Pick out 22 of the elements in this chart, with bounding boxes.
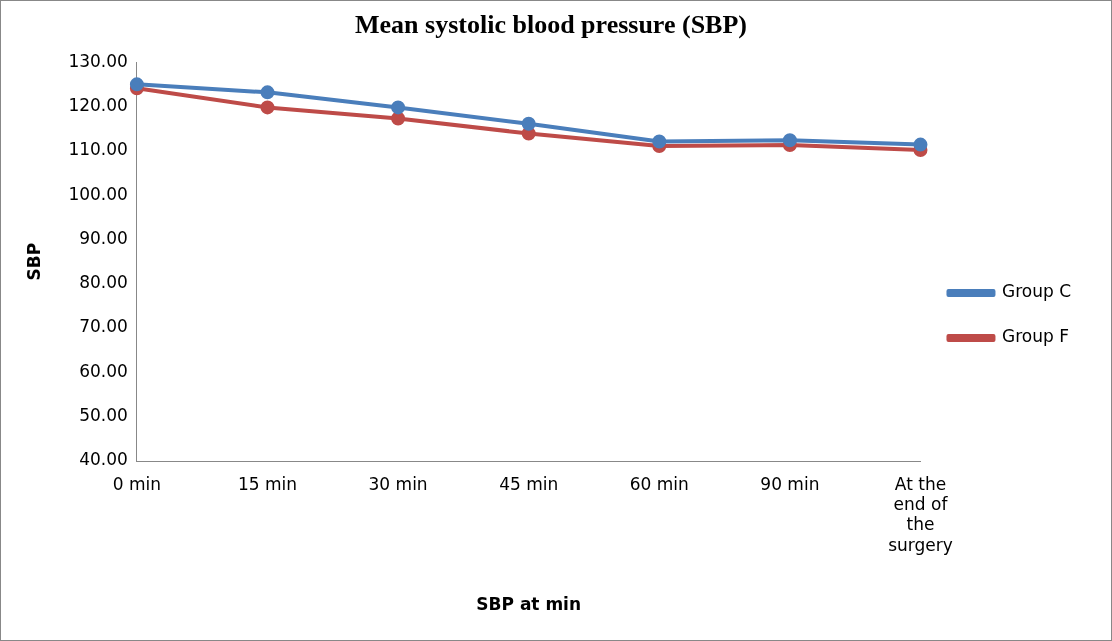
x-tick-label: 15 min xyxy=(237,473,298,494)
y-tick-label: 90.00 xyxy=(79,227,128,248)
y-tick-label: 50.00 xyxy=(79,405,128,426)
y-tick-label: 70.00 xyxy=(79,316,128,337)
y-tick-label: 40.00 xyxy=(79,449,128,470)
y-tick-label: 120.00 xyxy=(68,94,128,115)
x-tick-label: 90 min xyxy=(760,473,820,494)
x-tick-label: At the end of the surgery xyxy=(888,473,953,555)
x-tick-label: 45 min xyxy=(499,473,559,494)
chart-title: Mean systolic blood pressure (SBP) xyxy=(355,10,747,40)
y-tick-label: 80.00 xyxy=(79,272,128,293)
y-axis-title: SBP xyxy=(23,242,44,281)
x-tick-label: 30 min xyxy=(368,473,428,494)
y-tick-label: 110.00 xyxy=(68,139,128,160)
x-tick-label: 60 min xyxy=(629,473,689,494)
y-tick-label: 60.00 xyxy=(79,360,128,381)
x-axis-title: SBP at min xyxy=(476,594,582,615)
legend-label: Group F xyxy=(1001,326,1069,347)
y-tick-label: 100.00 xyxy=(68,183,128,204)
y-tick-label: 130.00 xyxy=(68,50,128,71)
legend-label: Group C xyxy=(1001,281,1071,302)
x-tick-label: 0 min xyxy=(112,473,162,494)
